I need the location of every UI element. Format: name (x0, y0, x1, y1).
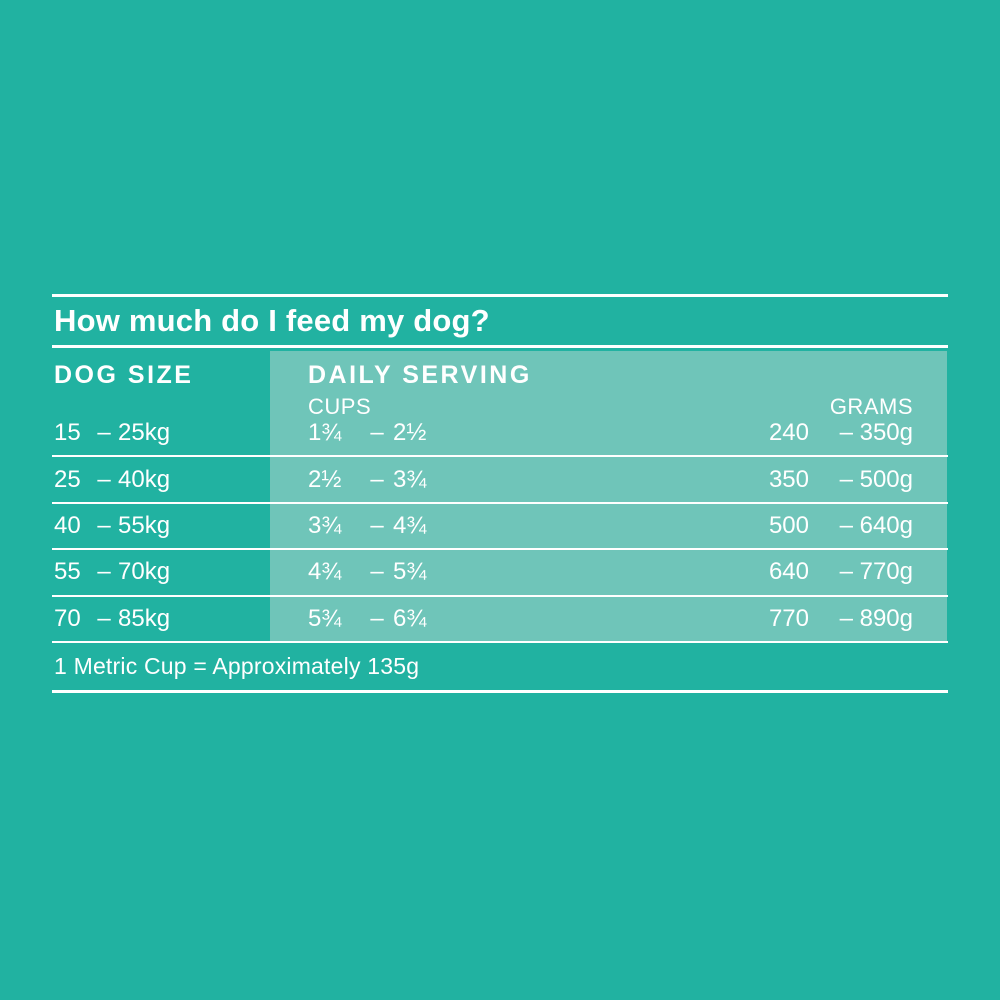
range-dash: – (97, 419, 111, 447)
grams-max: 350g (859, 419, 913, 447)
cups-min: 5¾ (308, 604, 342, 632)
table-row: 15–25kg 1¾ –2½ 240–350g (52, 411, 948, 458)
size-min: 55 (54, 558, 81, 586)
title-rule (52, 345, 948, 348)
cups-min: 1¾ (308, 419, 342, 447)
range-dash: – (97, 604, 111, 632)
dog-size-cell: 15–25kg (52, 419, 270, 447)
table-row: 70–85kg 5¾ –6¾ 770–890g (52, 597, 948, 643)
grams-cell: 240 –350g (759, 419, 913, 447)
table-row: 55–70kg 4¾ –5¾ 640–770g (52, 550, 948, 597)
top-rule (52, 294, 948, 297)
cups-max: 3¾ (393, 465, 427, 493)
size-max: 70kg (118, 558, 171, 586)
table-row: 40–55kg 3¾ –4¾ 500–640g (52, 504, 948, 551)
grams-max: 640g (859, 511, 913, 539)
grams-cell: 350 –500g (759, 466, 913, 494)
size-min: 70 (54, 604, 81, 632)
range-dash: – (839, 558, 853, 586)
range-dash: – (370, 419, 384, 447)
grams-cell: 770 –890g (759, 605, 913, 633)
size-min: 25 (54, 465, 81, 493)
cups-min: 2½ (308, 465, 342, 493)
size-max: 85kg (118, 604, 171, 632)
table-row: 25–40kg 2½ –3¾ 350–500g (52, 457, 948, 504)
dog-size-cell: 40–55kg (52, 512, 270, 540)
feeding-guide: How much do I feed my dog? DOG SIZE DAIL… (52, 294, 948, 693)
grams-min: 500 (768, 511, 809, 539)
cups-max: 2½ (393, 419, 427, 447)
size-min: 15 (54, 419, 81, 447)
column-header-dog-size: DOG SIZE (54, 361, 194, 389)
grams-min: 350 (768, 465, 809, 493)
range-dash: – (97, 465, 111, 493)
grams-min: 240 (768, 419, 809, 447)
grams-max: 770g (859, 558, 913, 586)
range-dash: – (370, 465, 384, 493)
dog-size-cell: 25–40kg (52, 466, 270, 494)
range-dash: – (370, 511, 384, 539)
cups-cell: 1¾ –2½ (270, 419, 759, 447)
daily-serving-highlight-band (270, 351, 947, 643)
sub-header-cups: CUPS (308, 394, 372, 419)
grams-min: 640 (768, 558, 809, 586)
range-dash: – (97, 558, 111, 586)
cups-cell: 5¾ –6¾ (270, 605, 759, 633)
range-dash: – (839, 604, 853, 632)
range-dash: – (97, 511, 111, 539)
grams-min: 770 (768, 604, 809, 632)
grams-cell: 640 –770g (759, 558, 913, 586)
grams-cell: 500 –640g (759, 512, 913, 540)
bottom-rule (52, 689, 948, 693)
sub-header-grams: GRAMS (829, 394, 913, 419)
grams-max: 500g (859, 465, 913, 493)
sub-headers: CUPS GRAMS (308, 394, 913, 420)
column-header-daily-serving: DAILY SERVING (308, 361, 532, 389)
size-min: 40 (54, 511, 81, 539)
page-title: How much do I feed my dog? (54, 303, 490, 338)
range-dash: – (839, 511, 853, 539)
footnote: 1 Metric Cup = Approximately 135g (54, 652, 420, 679)
cups-min: 4¾ (308, 558, 342, 586)
dog-size-cell: 70–85kg (52, 605, 270, 633)
size-max: 55kg (118, 511, 171, 539)
range-dash: – (839, 465, 853, 493)
feeding-table: DOG SIZE DAILY SERVING CUPS GRAMS 15–25k… (52, 348, 948, 693)
cups-cell: 2½ –3¾ (270, 466, 759, 494)
column-header-daily-serving-group: DAILY SERVING CUPS GRAMS (270, 361, 948, 420)
range-dash: – (370, 604, 384, 632)
cups-min: 3¾ (308, 511, 342, 539)
cups-cell: 4¾ –5¾ (270, 558, 759, 586)
range-dash: – (370, 558, 384, 586)
cups-max: 6¾ (393, 604, 427, 632)
cups-cell: 3¾ –4¾ (270, 512, 759, 540)
range-dash: – (839, 419, 853, 447)
grams-max: 890g (859, 604, 913, 632)
table-header: DOG SIZE DAILY SERVING CUPS GRAMS (52, 348, 948, 419)
cups-max: 4¾ (393, 511, 427, 539)
dog-size-cell: 55–70kg (52, 558, 270, 586)
size-max: 40kg (118, 465, 171, 493)
cups-max: 5¾ (393, 558, 427, 586)
size-max: 25kg (118, 419, 171, 447)
